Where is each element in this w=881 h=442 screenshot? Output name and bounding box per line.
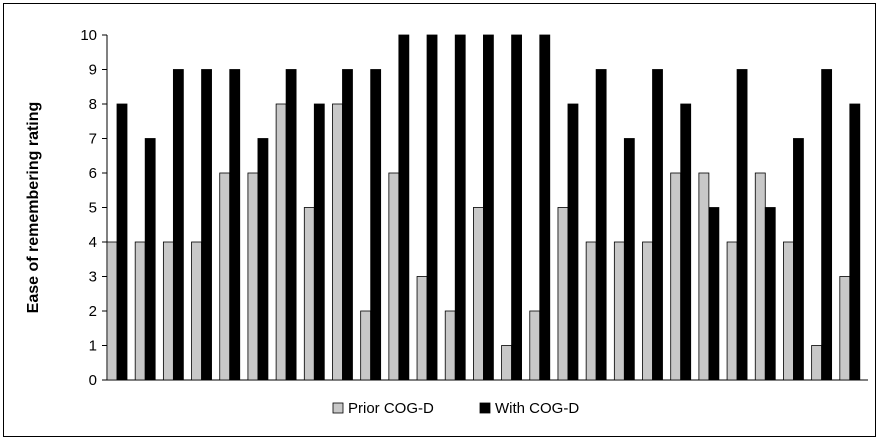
bar-with-cog-d — [708, 207, 720, 381]
y-tick-label: 5 — [89, 200, 97, 217]
y-tick-label: 1 — [89, 338, 97, 355]
bar-prior-cog-d — [783, 241, 794, 381]
bar-with-cog-d — [313, 103, 325, 381]
y-tick-label: 2 — [89, 303, 97, 320]
bar-prior-cog-d — [191, 241, 202, 381]
bar-with-cog-d — [793, 138, 804, 381]
bar-with-cog-d — [426, 34, 438, 381]
bar-with-cog-d — [567, 103, 579, 381]
bar-prior-cog-d — [811, 345, 823, 381]
bar-with-cog-d — [398, 34, 410, 381]
bar-with-cog-d — [483, 34, 494, 381]
bar-with-cog-d — [342, 69, 353, 381]
bar-with-cog-d — [736, 69, 748, 381]
bar-prior-cog-d — [162, 241, 174, 381]
bar-prior-cog-d — [557, 207, 569, 381]
legend-swatch — [479, 402, 491, 414]
bar-with-cog-d — [201, 69, 212, 381]
bar-with-cog-d — [652, 69, 663, 381]
bar-prior-cog-d — [585, 241, 597, 381]
bar-prior-cog-d — [529, 310, 541, 381]
bar-prior-cog-d — [360, 310, 372, 381]
bar-prior-cog-d — [754, 172, 766, 381]
bar-with-cog-d — [144, 138, 156, 381]
bar-prior-cog-d — [473, 207, 484, 381]
bar-with-cog-d — [285, 69, 297, 381]
y-tick-label: 8 — [89, 96, 97, 113]
y-axis-title: Ease of remembering rating — [25, 102, 42, 314]
bar-prior-cog-d — [726, 241, 738, 381]
y-tick-label: 10 — [80, 27, 97, 44]
bar-with-cog-d — [680, 103, 692, 381]
y-tick-label: 9 — [89, 62, 97, 79]
bar-with-cog-d — [821, 69, 833, 381]
bar-prior-cog-d — [332, 103, 343, 381]
bar-with-cog-d — [539, 34, 551, 381]
bar-with-cog-d — [595, 69, 607, 381]
bar-with-cog-d — [623, 138, 635, 381]
legend-label: With COG-D — [495, 400, 579, 417]
legend-swatch — [332, 402, 344, 414]
bar-prior-cog-d — [134, 241, 146, 381]
y-tick-label: 0 — [89, 372, 97, 389]
bar-prior-cog-d — [642, 241, 653, 381]
bar-prior-cog-d — [501, 345, 512, 381]
bar-prior-cog-d — [613, 241, 625, 381]
bar-prior-cog-d — [839, 276, 851, 381]
bar-prior-cog-d — [219, 172, 231, 381]
bar-with-cog-d — [764, 207, 776, 381]
bar-with-cog-d — [511, 34, 522, 381]
bar-prior-cog-d — [698, 172, 710, 381]
bar-with-cog-d — [229, 69, 241, 381]
y-tick-label: 4 — [89, 234, 97, 251]
bar-prior-cog-d — [247, 172, 259, 381]
bar-prior-cog-d — [106, 241, 118, 381]
bar-with-cog-d — [454, 34, 466, 381]
y-tick-label: 6 — [89, 165, 97, 182]
bar-prior-cog-d — [303, 207, 315, 381]
bar-with-cog-d — [370, 69, 382, 381]
bar-prior-cog-d — [670, 172, 682, 381]
bar-with-cog-d — [116, 103, 128, 381]
y-tick-label: 3 — [89, 269, 97, 286]
bar-prior-cog-d — [416, 276, 428, 381]
bar-with-cog-d — [849, 103, 861, 381]
bar-prior-cog-d — [275, 103, 287, 381]
bar-prior-cog-d — [388, 172, 400, 381]
y-tick-label: 7 — [89, 131, 97, 148]
bar-with-cog-d — [257, 138, 269, 381]
y-tick-labels: 0 1 2 3 4 5 6 7 8 9 10 — [80, 27, 97, 389]
legend-label: Prior COG-D — [348, 400, 434, 417]
chart-bars — [106, 34, 861, 381]
bar-prior-cog-d — [444, 310, 456, 381]
legend: Prior COG-D With COG-D — [332, 400, 579, 417]
bar-with-cog-d — [172, 69, 184, 381]
